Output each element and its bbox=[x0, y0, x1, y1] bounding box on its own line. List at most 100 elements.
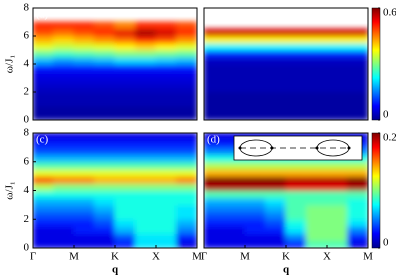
heat-cell bbox=[285, 211, 307, 220]
heat-cell bbox=[155, 218, 177, 227]
heat-cell bbox=[53, 112, 75, 120]
heat-cell bbox=[53, 146, 75, 156]
heat-cell bbox=[176, 70, 197, 79]
heat-cell bbox=[326, 168, 348, 177]
heat-cell bbox=[244, 98, 266, 107]
heat-cell bbox=[326, 105, 348, 114]
heat-cell bbox=[176, 190, 197, 199]
heat-cell bbox=[73, 49, 95, 58]
heat-cell bbox=[94, 168, 116, 177]
heat-cell bbox=[155, 28, 177, 37]
heat-cell bbox=[155, 190, 177, 199]
heat-cell bbox=[53, 42, 75, 51]
heat-cell bbox=[33, 70, 54, 79]
heat-cell bbox=[33, 168, 54, 177]
heat-cell bbox=[306, 42, 328, 51]
heat-cell bbox=[326, 56, 348, 65]
heat-cell bbox=[326, 63, 348, 72]
heat-cell bbox=[135, 233, 157, 242]
heat-cell bbox=[244, 240, 266, 248]
heat-cell bbox=[155, 84, 177, 93]
heat-cell bbox=[285, 42, 307, 51]
heat-cell bbox=[204, 154, 225, 163]
heat-cell bbox=[204, 28, 225, 37]
heat-cell bbox=[176, 84, 197, 93]
heat-cell bbox=[94, 133, 116, 141]
heat-cell bbox=[244, 161, 266, 170]
heat-cell bbox=[155, 233, 177, 242]
heat-cell bbox=[94, 225, 116, 235]
heat-cell bbox=[326, 112, 348, 120]
heat-cell bbox=[73, 154, 95, 163]
heat-cell bbox=[347, 63, 368, 72]
heat-cell bbox=[155, 225, 177, 235]
heat-cell bbox=[114, 98, 136, 107]
heat-cell bbox=[114, 112, 136, 120]
heat-cell bbox=[94, 175, 116, 184]
heat-cell bbox=[33, 175, 54, 184]
heat-cell bbox=[326, 175, 348, 184]
heat-cell bbox=[244, 28, 266, 37]
heat-cell bbox=[53, 35, 75, 44]
heat-cell bbox=[265, 77, 287, 86]
heat-cell bbox=[204, 211, 225, 220]
heat-cell bbox=[135, 21, 157, 30]
heat-cell bbox=[326, 77, 348, 86]
heat-cell bbox=[244, 42, 266, 51]
heat-cell bbox=[224, 70, 246, 79]
heat-cell bbox=[326, 49, 348, 58]
heat-cell bbox=[155, 154, 177, 163]
heat-cell bbox=[326, 233, 348, 242]
heat-cell bbox=[326, 161, 348, 170]
heat-cell bbox=[326, 190, 348, 199]
heat-cell bbox=[224, 204, 246, 213]
y-tick-label: 6 bbox=[24, 155, 30, 167]
heat-cell bbox=[306, 190, 328, 199]
heat-cell bbox=[94, 28, 116, 37]
x-tick-label: Γ bbox=[30, 251, 36, 263]
heat-cell bbox=[347, 28, 368, 37]
heat-cell bbox=[176, 133, 197, 141]
heat-cell bbox=[306, 84, 328, 93]
heat-cell bbox=[265, 98, 287, 107]
heat-cell bbox=[114, 218, 136, 227]
x-tick-label: M bbox=[363, 251, 373, 263]
heat-cell bbox=[114, 168, 136, 177]
heat-cell bbox=[244, 182, 266, 191]
heat-cell bbox=[33, 211, 54, 220]
heat-cell bbox=[326, 35, 348, 44]
heat-cell bbox=[265, 63, 287, 72]
heat-cell bbox=[73, 211, 95, 220]
heat-cell bbox=[244, 56, 266, 65]
heat-cell bbox=[155, 98, 177, 107]
heat-cell bbox=[114, 182, 136, 191]
heat-cell bbox=[306, 105, 328, 114]
heat-cell bbox=[135, 105, 157, 114]
heat-cell bbox=[224, 56, 246, 65]
y-tick-label: 4 bbox=[24, 58, 30, 70]
heat-cell bbox=[306, 175, 328, 184]
heat-cell bbox=[73, 70, 95, 79]
heat-cell bbox=[94, 56, 116, 65]
heat-cell bbox=[176, 91, 197, 100]
heat-cell bbox=[306, 204, 328, 213]
heat-cell bbox=[73, 161, 95, 170]
heat-cell bbox=[135, 63, 157, 72]
heat-cell bbox=[114, 233, 136, 242]
heat-cell bbox=[306, 240, 328, 248]
heat-cell bbox=[33, 182, 54, 191]
heat-cell bbox=[135, 154, 157, 163]
heat-cell bbox=[176, 139, 197, 148]
heat-cell bbox=[176, 154, 197, 163]
heat-cell bbox=[135, 168, 157, 177]
heat-cell bbox=[73, 190, 95, 199]
heat-cell bbox=[53, 98, 75, 107]
heat-cell bbox=[285, 35, 307, 44]
colorbar-tick-label: 0.2 bbox=[383, 132, 396, 144]
heat-cell bbox=[135, 42, 157, 51]
heat-cell bbox=[244, 190, 266, 199]
heat-cell bbox=[265, 233, 287, 242]
heat-cell bbox=[53, 154, 75, 163]
heat-cell bbox=[53, 240, 75, 248]
heat-cell bbox=[33, 91, 54, 100]
